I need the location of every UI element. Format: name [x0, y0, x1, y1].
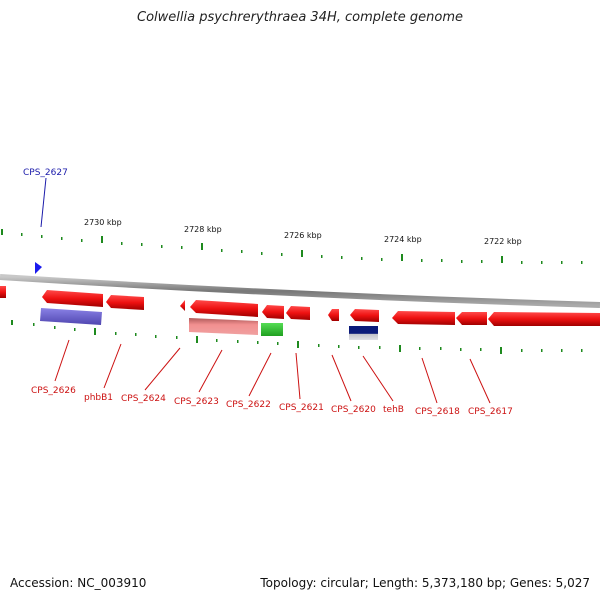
gene-arrow[interactable]: [286, 306, 310, 320]
scale-label-2722: 2722 kbp: [484, 237, 522, 246]
leader-lines: [54, 339, 491, 404]
scale-label-2726: 2726 kbp: [284, 231, 322, 240]
accession-text: Accession: NC_003910: [10, 576, 147, 590]
gene-arrow[interactable]: [488, 312, 600, 326]
gene-arrow[interactable]: [262, 305, 284, 319]
gene-label-cps2624[interactable]: CPS_2624: [121, 394, 166, 404]
gene-arrow[interactable]: [180, 300, 185, 311]
gene-arrow[interactable]: [106, 295, 144, 310]
gene-label-tehb[interactable]: tehB: [383, 405, 404, 415]
scale-label-2724: 2724 kbp: [384, 235, 422, 244]
genome-backbone: [0, 274, 600, 308]
scale-label-2730: 2730 kbp: [84, 218, 122, 227]
gene-arrow[interactable]: [392, 311, 455, 325]
gene-arrow[interactable]: [328, 309, 339, 321]
gene-cps2627-arrow[interactable]: [35, 262, 42, 274]
gene-arrow[interactable]: [350, 309, 379, 322]
gene-label-cps2626[interactable]: CPS_2626: [31, 386, 76, 396]
top-scale-ticks: [1, 229, 583, 264]
cog-bars: [40, 308, 378, 340]
gene-arrow[interactable]: [190, 300, 258, 317]
bottom-gene-labels: CPS_2626 phbB1 CPS_2624 CPS_2623 CPS_262…: [31, 386, 513, 417]
cog-bar-purple: [40, 308, 102, 325]
gene-label-cps2621[interactable]: CPS_2621: [279, 403, 324, 413]
gene-label-phbb1[interactable]: phbB1: [84, 393, 113, 403]
leader-line-cps2627: [40, 177, 47, 228]
gene-label-cps2620[interactable]: CPS_2620: [331, 405, 376, 415]
gene-arrow[interactable]: [42, 290, 103, 307]
cog-bar-navy: [349, 326, 378, 340]
gene-label-cps2618[interactable]: CPS_2618: [415, 407, 460, 417]
bottom-scale-ticks: [11, 320, 583, 354]
genome-title: Colwellia psychrerythraea 34H, complete …: [137, 10, 463, 25]
cog-bar-pink: [189, 318, 258, 335]
gene-arrows: [0, 286, 600, 326]
gene-label-cps2617[interactable]: CPS_2617: [468, 407, 513, 417]
scale-label-2728: 2728 kbp: [184, 225, 222, 234]
gene-label-cps2622[interactable]: CPS_2622: [226, 400, 271, 410]
gene-label-cps2623[interactable]: CPS_2623: [174, 397, 219, 407]
gene-arrow[interactable]: [456, 312, 487, 325]
cog-bar-green: [261, 323, 283, 336]
gene-label-cps2627[interactable]: CPS_2627: [23, 168, 68, 178]
scale-labels: 2730 kbp 2728 kbp 2726 kbp 2724 kbp 2722…: [84, 218, 522, 246]
gene-arrow[interactable]: [0, 286, 6, 298]
genome-summary-text: Topology: circular; Length: 5,373,180 bp…: [260, 576, 590, 590]
